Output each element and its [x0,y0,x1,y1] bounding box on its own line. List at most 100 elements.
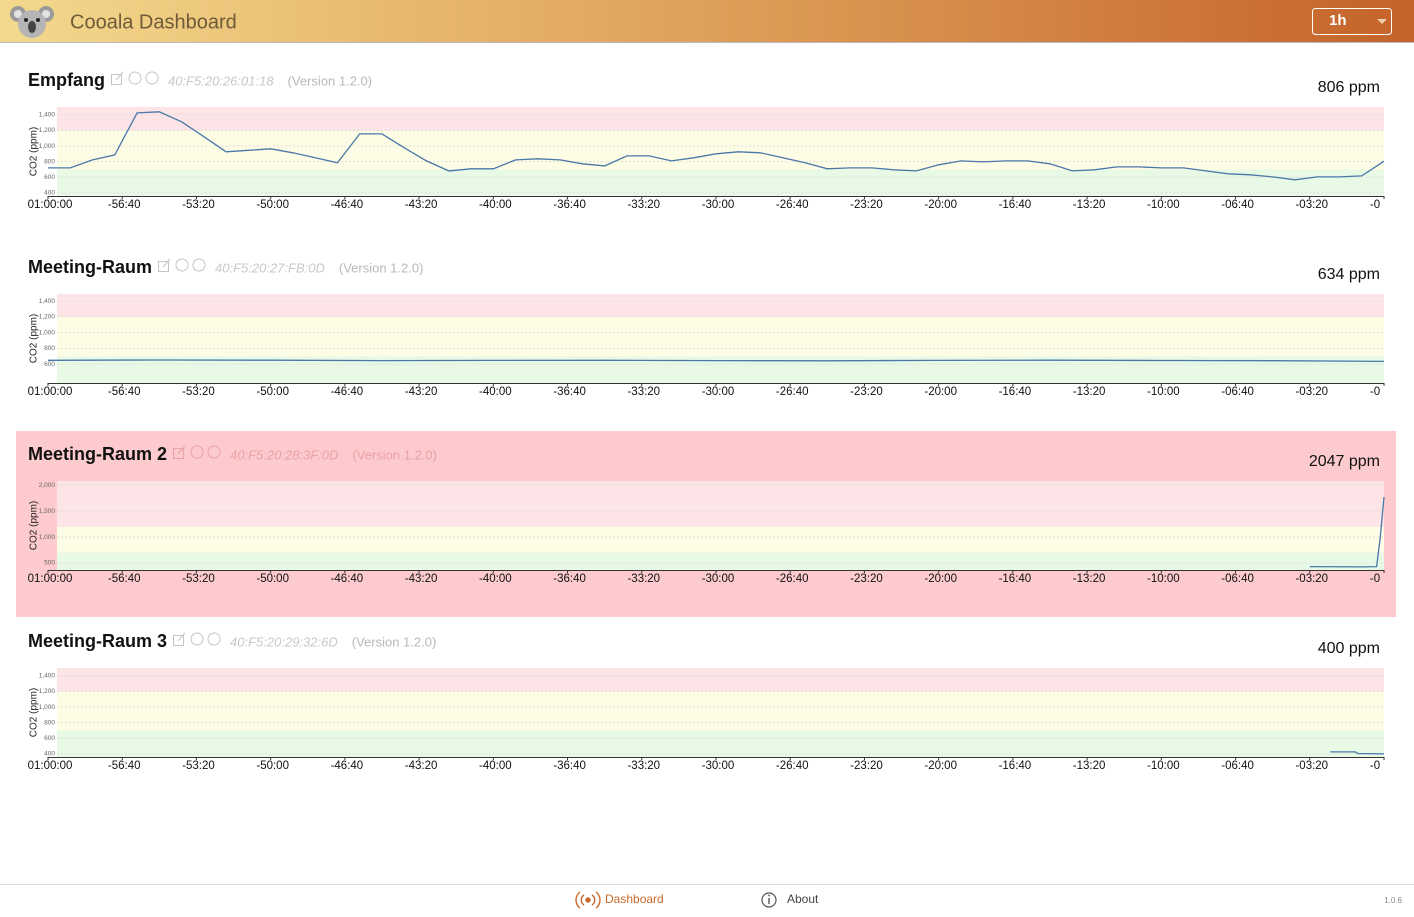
x-tick-label: -26:40 [776,760,809,772]
x-tick-label: -03:20 [1295,760,1328,772]
x-tick-label: -50:00 [256,760,289,772]
x-tick-label: -06:40 [1221,386,1254,398]
co2-zone [57,730,1384,757]
co2-line [1330,751,1385,755]
x-tick-label: -53:20 [182,573,215,585]
y-axis-label: CO2 (ppm) [29,688,40,737]
header-bar [0,0,1414,42]
device-actions [158,258,206,272]
device-mac: 40:F5:20:29:32:6D [230,634,338,649]
edit-icon[interactable] [111,74,123,85]
edit-icon[interactable] [173,635,185,646]
x-tick-label: -10:00 [1147,386,1180,398]
nav-about[interactable]: About [787,892,819,906]
co2-line [48,111,1385,181]
x-tick-label: -43:20 [405,573,438,585]
y-axis-label: CO2 (ppm) [29,314,40,363]
x-tick-label: -30:00 [702,573,735,585]
edit-icon[interactable] [173,448,185,459]
co2-zone [57,552,1384,570]
x-tick-label: -30:00 [702,386,735,398]
co2-line [1309,497,1385,568]
send-icon[interactable] [192,258,206,272]
device-reading: 634 ppm [1318,266,1380,283]
y-tick-label: 600 [44,174,55,181]
x-tick-label: -16:40 [999,386,1032,398]
x-tick-label: -53:20 [182,386,215,398]
x-tick-label: -36:40 [553,199,586,211]
send-icon[interactable] [207,445,221,459]
x-tick-label: -30:00 [702,199,735,211]
x-tick-label: -23:20 [850,573,883,585]
co2-zone [57,316,1384,357]
x-tick-label: -53:20 [182,199,215,211]
y-axis-label: CO2 (ppm) [29,501,40,550]
edit-icon[interactable] [158,261,170,272]
dashboard-icon [575,891,601,909]
x-tick-label: -16:40 [999,199,1032,211]
y-tick-label: 400 [44,751,55,758]
select-box[interactable] [1312,8,1392,35]
device-name: Empfang [28,70,105,90]
device-version: (Version 1.2.0) [352,447,437,462]
app-version: 1.0.6 [1384,896,1402,905]
x-tick-label: -33:20 [627,573,660,585]
edit-pen[interactable] [177,632,186,642]
x-tick-label: -50:00 [256,199,289,211]
x-tick-label: -06:40 [1221,573,1254,585]
range-select[interactable]: 1h [1312,8,1392,35]
select-arrow [1377,19,1387,24]
x-tick-label: -50:00 [256,386,289,398]
x-tick-label: -0 [1370,199,1380,211]
device-actions [173,632,221,646]
x-tick-label: -13:20 [1073,573,1106,585]
refresh-icon[interactable] [190,445,204,459]
x-tick-label: -23:20 [850,199,883,211]
y-tick-label: 500 [44,560,55,567]
y-tick-label: 400 [44,190,55,197]
send-icon[interactable] [207,632,221,646]
edit-pen[interactable] [162,258,171,268]
device-version: (Version 1.2.0) [339,260,424,275]
y-tick-label: 1,400 [39,673,56,680]
x-tick-label: -46:40 [331,199,364,211]
device-version: (Version 1.2.0) [288,73,373,88]
y-tick-label: 1,000 [39,704,56,711]
co2-zone [57,107,1384,131]
x-tick-label: -13:20 [1073,386,1106,398]
refresh-icon[interactable] [128,71,142,85]
x-tick-label: -26:40 [776,199,809,211]
x-tick-label: -10:00 [1147,199,1180,211]
x-tick-label: -36:40 [553,573,586,585]
x-tick-label: -50:00 [256,573,289,585]
device-version: (Version 1.2.0) [352,634,437,649]
x-tick-label: -06:40 [1221,199,1254,211]
x-tick-label: -40:00 [479,760,512,772]
x-tick-label: -56:40 [108,199,141,211]
device-actions [173,445,221,459]
nav-dashboard[interactable]: Dashboard [605,892,664,906]
x-tick-label: -26:40 [776,573,809,585]
device-mac: 40:F5:20:26:01:18 [168,73,274,88]
x-tick-label: -46:40 [331,573,364,585]
x-tick-label: -46:40 [331,386,364,398]
edit-pen[interactable] [177,445,186,455]
x-tick-label: -43:20 [405,386,438,398]
y-tick-label: 1,000 [39,534,56,541]
x-tick-label: 01:00:00 [28,199,73,211]
x-tick-label: -40:00 [479,386,512,398]
about-icon [761,892,777,908]
range-value[interactable]: 1h [1329,12,1347,29]
co2-zone [57,169,1384,196]
edit-pen[interactable] [115,71,124,81]
device-name: Meeting-Raum 3 [28,631,167,651]
refresh-icon[interactable] [175,258,189,272]
refresh-icon[interactable] [190,632,204,646]
x-tick-label: -10:00 [1147,573,1180,585]
send-icon[interactable] [145,71,159,85]
device-reading: 2047 ppm [1309,453,1380,470]
x-tick-label: -43:20 [405,760,438,772]
x-tick-label: -40:00 [479,573,512,585]
y-tick-label: 800 [44,345,55,352]
